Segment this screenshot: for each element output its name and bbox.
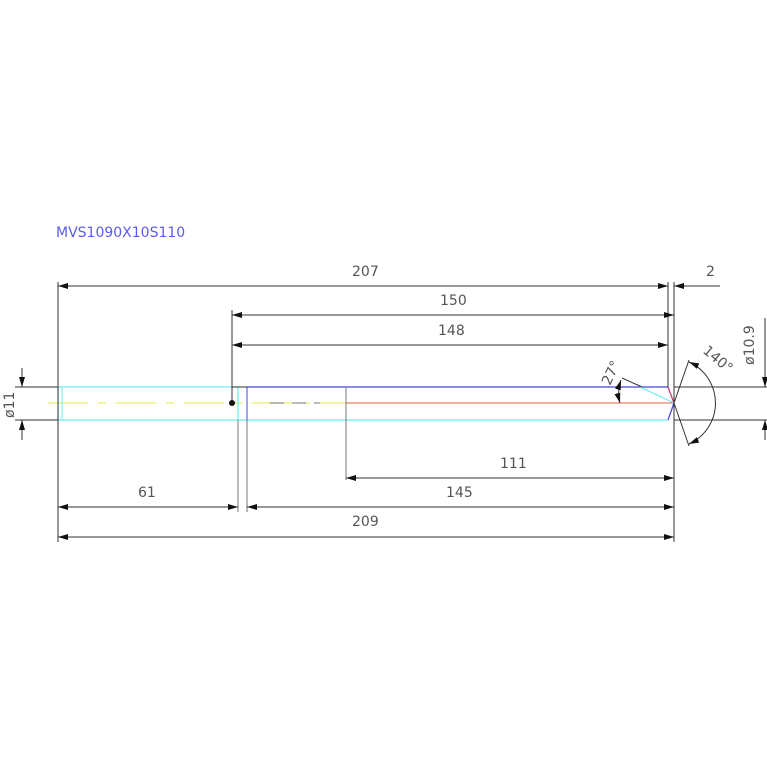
relief-line [639, 386, 675, 404]
origin-point [229, 400, 235, 406]
label-150: 150 [440, 293, 467, 309]
label-2: 2 [706, 264, 715, 280]
label-d11: ø11 [2, 392, 18, 418]
label-145: 145 [446, 485, 473, 501]
label-140: 140° [699, 343, 735, 377]
tip-lower [667, 402, 675, 421]
tip-upper [667, 386, 675, 404]
label-61: 61 [138, 485, 156, 501]
label-209: 209 [352, 514, 379, 530]
label-148: 148 [438, 323, 465, 339]
label-d10-9: ø10.9 [742, 325, 758, 365]
label-207: 207 [352, 264, 379, 280]
angle-140-arc [688, 361, 716, 445]
part-number: MVS1090X10S110 [56, 225, 185, 241]
angle-27-arc [614, 379, 622, 404]
label-111: 111 [500, 456, 527, 472]
